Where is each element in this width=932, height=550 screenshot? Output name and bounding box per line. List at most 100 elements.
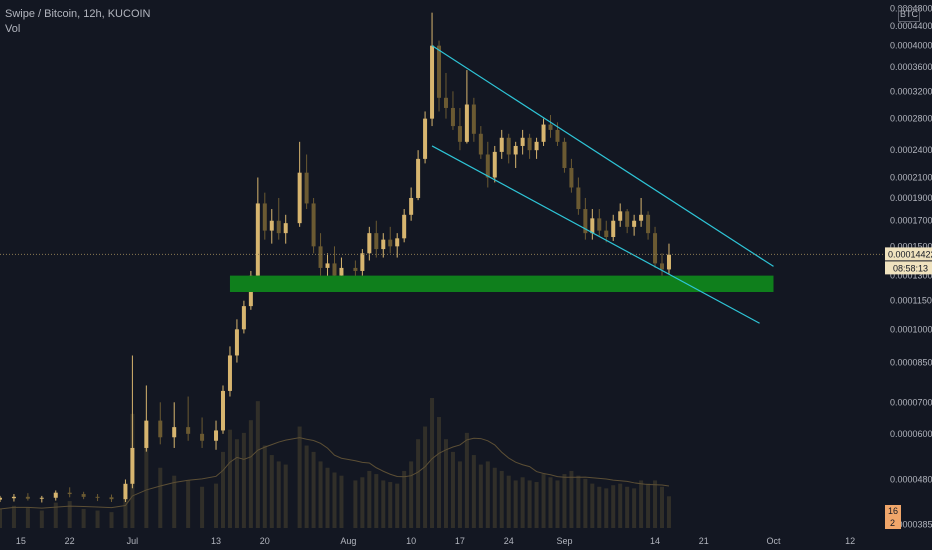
candle-body: [269, 220, 274, 231]
volume-bar: [450, 451, 455, 528]
volume-bar: [562, 474, 567, 528]
volume-bar: [590, 483, 595, 528]
volume-bar: [632, 488, 637, 528]
volume-tag: [885, 505, 901, 517]
candle-body: [332, 263, 337, 276]
candle-body: [11, 496, 16, 499]
volume-bar: [325, 467, 330, 528]
candle-body: [457, 126, 462, 142]
volume-bar: [660, 486, 665, 528]
volume-bar: [360, 477, 365, 528]
volume-bar: [67, 501, 72, 528]
volume-bar: [520, 477, 525, 528]
upper-trendline: [431, 45, 774, 267]
candle-body: [499, 137, 504, 152]
volume-ma-tag-label: 2: [890, 518, 895, 528]
volume-bar: [604, 488, 609, 528]
candle-body: [339, 267, 344, 276]
volume-bar: [53, 502, 58, 528]
volume-bar: [381, 480, 386, 528]
candle-body: [423, 118, 428, 159]
volume-bar: [262, 445, 267, 528]
volume-bar: [311, 451, 316, 528]
candle-body: [67, 492, 72, 495]
candle-body: [402, 214, 407, 239]
volume-bar: [144, 445, 149, 528]
candle-body: [666, 254, 671, 270]
candle-body: [311, 203, 316, 247]
volume-bar: [248, 420, 253, 528]
volume-bar: [597, 486, 602, 528]
chart-title: Swipe / Bitcoin, 12h, KUCOIN: [5, 8, 151, 20]
candle-body: [172, 427, 177, 438]
countdown-tag: [885, 261, 932, 275]
candle-body: [604, 230, 609, 238]
volume-bar: [513, 480, 518, 528]
candle-body: [569, 167, 574, 188]
candle-body: [625, 211, 630, 227]
candle-body: [130, 447, 135, 484]
x-tick-label: 22: [65, 536, 75, 546]
volume-bar: [506, 475, 511, 528]
volume-bar: [430, 398, 435, 528]
candle-body: [262, 203, 267, 231]
candle-body: [660, 263, 665, 270]
x-tick-label: Oct: [766, 536, 781, 546]
volume-bar: [25, 507, 30, 528]
candle-body: [304, 172, 309, 204]
x-tick-label: 12: [845, 536, 855, 546]
candle-body: [283, 223, 288, 234]
volume-bar: [39, 510, 44, 528]
candle-body: [297, 172, 302, 224]
volume-label: Vol: [5, 23, 21, 35]
volume-bar: [388, 482, 393, 528]
volume-bar: [367, 470, 372, 528]
price-tag: [885, 247, 932, 261]
x-tick-label: 21: [699, 536, 709, 546]
volume-bar: [283, 464, 288, 528]
volume-bar: [576, 475, 581, 528]
candle-body: [53, 492, 58, 498]
volume-bar: [618, 483, 623, 528]
candle-body: [360, 253, 365, 271]
candle-body: [437, 45, 442, 98]
candle-body: [590, 218, 595, 234]
volume-bar: [395, 483, 400, 528]
volume-bar: [269, 455, 274, 528]
volume-bar: [0, 508, 2, 528]
volume-bar: [227, 429, 232, 528]
volume-bar: [339, 475, 344, 528]
volume-bar: [304, 445, 309, 528]
currency-badge[interactable]: BTC: [898, 7, 920, 22]
volume-bar: [200, 486, 205, 528]
candle-body: [646, 214, 651, 234]
volume-bar: [499, 470, 504, 528]
volume-bar: [186, 480, 191, 528]
candle-body: [506, 137, 511, 155]
candle-body: [325, 263, 330, 268]
candle-body: [562, 141, 567, 168]
volume-bar: [234, 439, 239, 528]
candle-body: [109, 497, 114, 500]
volume-bar: [625, 486, 630, 528]
candle-body: [485, 154, 490, 178]
volume-bar: [353, 480, 358, 528]
candle-body: [186, 427, 191, 434]
volume-bar: [297, 426, 302, 528]
volume-bar: [255, 401, 260, 528]
lower-trendline: [431, 145, 760, 324]
x-tick-label: Sep: [556, 536, 572, 546]
volume-bar: [611, 485, 616, 528]
